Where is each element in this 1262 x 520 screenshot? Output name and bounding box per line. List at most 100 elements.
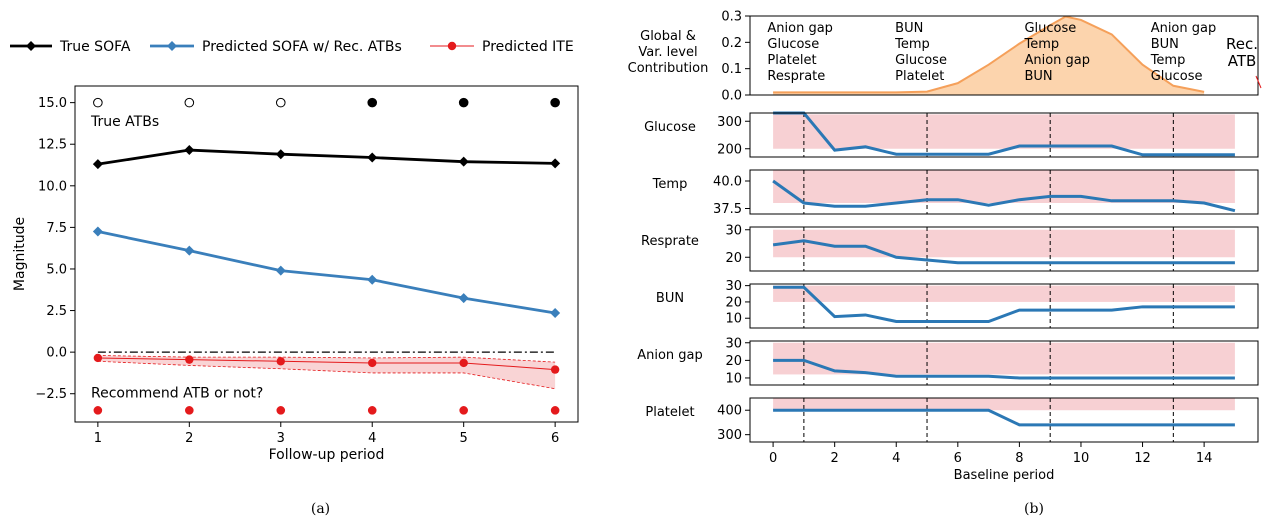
recommend-marker <box>459 406 468 415</box>
series-point-2 <box>185 355 194 364</box>
panel-y-tick-label: 10 <box>725 371 742 386</box>
panel-frame <box>749 226 1259 272</box>
panel-frame <box>749 112 1259 158</box>
contribution-annotation: Platelet <box>895 69 944 84</box>
series-line-1 <box>97 230 556 315</box>
y-tick-label-a: 15.0 <box>38 96 67 111</box>
y-tick-label-a: 12.5 <box>38 138 67 153</box>
x-axis-label-b: Baseline period <box>954 468 1055 483</box>
x-tick-label-b: 0 <box>769 451 777 466</box>
panel-label: BUN <box>656 291 684 306</box>
legend-label-1: Predicted SOFA w/ Rec. ATBs <box>202 39 402 55</box>
true-atb-marker <box>275 97 286 108</box>
contribution-annotation: Temp <box>1150 53 1186 68</box>
contribution-axis-label: Contribution <box>628 61 709 76</box>
recommend-marker <box>185 406 194 415</box>
x-tick-label-b: 12 <box>1134 451 1151 466</box>
x-tick-label-a: 2 <box>185 431 193 446</box>
x-tick-label-a: 1 <box>94 431 102 446</box>
normal-range-band <box>773 170 1235 203</box>
legend-label-0: True SOFA <box>59 39 131 55</box>
contribution-annotation: Temp <box>1023 37 1059 52</box>
ite-band-edge <box>97 360 556 390</box>
panel-y-tick-label: 30 <box>725 223 742 238</box>
true-atb-marker <box>93 97 103 108</box>
series-point-2 <box>276 357 285 366</box>
recommend-label: Recommend ATB or not? <box>91 386 263 402</box>
top-panel-frame <box>749 15 1259 96</box>
panel-y-tick-label: 37.5 <box>713 202 742 217</box>
series-point-1 <box>184 245 195 256</box>
contribution-annotation: Anion gap <box>767 21 833 36</box>
normal-range-band <box>773 285 1235 302</box>
series-point-0 <box>92 159 103 170</box>
top-y-tick-label: 0.3 <box>721 10 742 25</box>
normal-range-band <box>773 398 1235 411</box>
true-atb-marker <box>458 97 469 108</box>
series-point-0 <box>275 149 286 160</box>
series-line-2 <box>97 357 556 371</box>
contribution-annotation: Glucose <box>1151 69 1203 84</box>
contribution-area <box>773 16 1205 96</box>
panel-y-tick-label: 300 <box>717 428 742 443</box>
ite-band <box>97 355 556 389</box>
y-axis-label-a: Magnitude <box>12 217 28 291</box>
series-line-platelet <box>773 408 1235 427</box>
top-y-tick-label: 0.1 <box>721 62 742 77</box>
legend-marker-0 <box>26 41 36 51</box>
contribution-annotation: Glucose <box>1024 21 1076 36</box>
true-atbs-label: True ATBs <box>90 114 159 130</box>
series-point-0 <box>367 152 378 163</box>
series-point-2 <box>368 358 377 368</box>
normal-range-band <box>773 229 1235 258</box>
plot-a-frame <box>74 85 579 423</box>
x-tick-label-b: 2 <box>831 451 839 466</box>
contribution-annotation: Glucose <box>767 37 819 52</box>
series-line-glucose <box>773 111 1235 157</box>
x-tick-label-a: 5 <box>460 431 468 446</box>
series-point-2 <box>459 358 468 368</box>
panel-label: Glucose <box>644 120 696 135</box>
true-atb-marker <box>367 97 378 108</box>
series-point-1 <box>550 308 561 319</box>
series-line-0 <box>97 148 556 166</box>
rec-atb-label: ATB <box>1228 52 1257 70</box>
recommend-marker <box>276 406 286 415</box>
panel-frame <box>749 340 1259 386</box>
series-point-1 <box>275 265 286 276</box>
panel-frame <box>749 169 1259 215</box>
rec-atb-label: Rec. <box>1226 35 1258 53</box>
y-tick-label-a: 2.5 <box>46 304 67 319</box>
ite-band-edge <box>97 355 556 363</box>
x-axis-label-a: Follow-up period <box>269 447 385 463</box>
series-line-temp <box>772 179 1236 213</box>
caption-a: (a) <box>311 501 330 517</box>
series-point-2 <box>93 353 103 363</box>
panel-y-tick-label: 300 <box>717 115 742 130</box>
x-tick-label-a: 3 <box>277 431 285 446</box>
x-tick-label-a: 6 <box>551 431 559 446</box>
series-point-0 <box>550 158 561 169</box>
x-tick-label-a: 4 <box>368 431 376 446</box>
top-y-tick-label: 0.0 <box>721 89 742 104</box>
y-tick-label-a: 10.0 <box>38 179 67 194</box>
y-tick-label-a: −2.5 <box>35 387 67 402</box>
contribution-annotation: Platelet <box>767 53 816 68</box>
panel-y-tick-label: 10 <box>725 312 742 327</box>
panel-frame <box>749 283 1259 329</box>
panel-frame <box>749 397 1259 443</box>
normal-range-band <box>773 114 1235 149</box>
rec-atb-arrow <box>1255 75 1262 89</box>
contribution-annotation: Anion gap <box>1024 53 1090 68</box>
panel-label: Temp <box>652 177 688 192</box>
panel-y-tick-label: 400 <box>717 404 742 419</box>
recommend-marker <box>367 406 377 415</box>
x-tick-label-b: 8 <box>1015 451 1023 466</box>
series-line-resprate <box>772 239 1235 265</box>
contribution-annotation: Anion gap <box>1151 21 1217 36</box>
panel-y-tick-label: 30 <box>725 279 742 294</box>
caption-b: (b) <box>1024 501 1044 517</box>
x-tick-label-b: 10 <box>1073 451 1090 466</box>
legend-label-2: Predicted ITE <box>482 39 574 55</box>
contribution-axis-label: Global & <box>640 29 696 44</box>
